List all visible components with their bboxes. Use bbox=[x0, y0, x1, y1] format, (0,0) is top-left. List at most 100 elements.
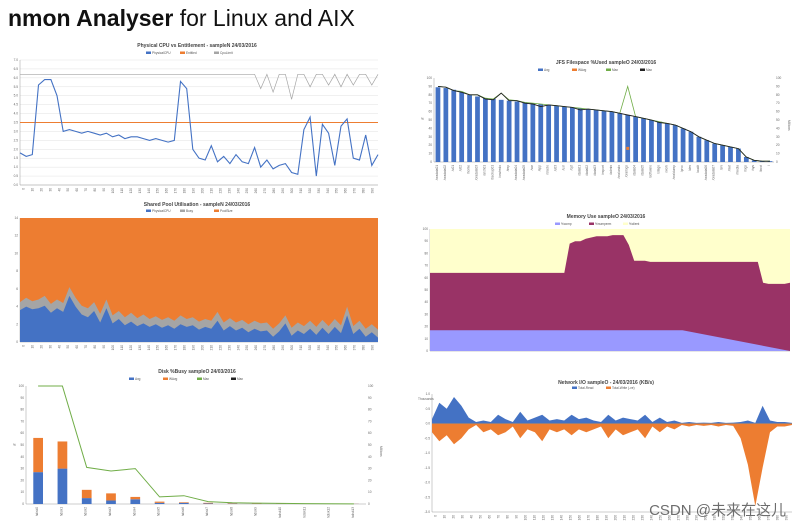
cpu-chart-panel: Physical CPU vs Entitlement - sampleN 24… bbox=[8, 38, 386, 198]
jfs-bar bbox=[435, 87, 441, 162]
cpu-xtick-label: 130 bbox=[138, 188, 142, 194]
jfs-xtick-label: /data04 bbox=[633, 165, 637, 176]
cpu-ytick-label: 5.0 bbox=[14, 94, 19, 98]
jfs-xtick-label: /oradata04 bbox=[514, 165, 518, 180]
pool-chart-title: Shared Pool Utilisation - sampleN 24/03/… bbox=[144, 202, 251, 208]
disk-bar-wavg bbox=[81, 489, 92, 499]
mem-ytick-label: 100 bbox=[423, 227, 429, 231]
mem-legend-label: %client bbox=[629, 222, 639, 226]
cpu-ytick-label: 7.0 bbox=[14, 58, 19, 62]
cpu-xtick-label: 250 bbox=[245, 188, 249, 194]
jfs-ytick2-label: 40 bbox=[776, 126, 780, 130]
cpu-series-physicalcpu-line bbox=[19, 79, 379, 177]
cpu-ytick-label: 1.5 bbox=[14, 156, 19, 160]
jfs-bar bbox=[625, 114, 631, 162]
disk-bar-avg bbox=[130, 499, 141, 504]
jfs-ytick-label: 10 bbox=[428, 152, 432, 156]
jfs-xtick-label: /data02 bbox=[585, 165, 589, 176]
jfs-xtick-label: /var bbox=[530, 164, 534, 170]
jfs-legend-label: Max bbox=[646, 68, 652, 72]
net-xtick-label: 160 bbox=[578, 515, 582, 521]
jfs-ytick2-label: 60 bbox=[776, 110, 780, 114]
jfs-legend-label: Max bbox=[612, 68, 618, 72]
jfs-xtick-label: /logs bbox=[743, 165, 747, 172]
pool-xtick-label: 160 bbox=[165, 345, 169, 351]
disk-xtick-label: hdisk10 bbox=[278, 507, 282, 518]
jfs-ytick2-label: 0 bbox=[776, 160, 778, 164]
cpu-xtick-label: 230 bbox=[227, 188, 231, 194]
jfs-bar bbox=[672, 125, 678, 162]
jfs-ylabel2: Millions bbox=[787, 120, 791, 131]
disk-legend-swatch bbox=[231, 377, 236, 380]
jfs-ytick-label: 40 bbox=[428, 126, 432, 130]
pool-xtick-label: 50 bbox=[66, 345, 70, 349]
disk-ytick2-label: 80 bbox=[368, 408, 372, 412]
disk-ylabel2: Millions bbox=[379, 446, 383, 457]
pool-xtick-label: 390 bbox=[371, 345, 375, 351]
net-ytick-label: 0.0 bbox=[426, 422, 431, 426]
pool-legend-swatch bbox=[146, 209, 151, 212]
net-ytick-label: -2.5 bbox=[425, 495, 431, 499]
disk-xtick-label: hdisk8 bbox=[229, 507, 233, 516]
jfs-bar bbox=[728, 146, 733, 162]
pool-ytick-label: 10 bbox=[14, 251, 18, 255]
pool-xtick-label: 330 bbox=[317, 345, 321, 351]
jfs-xtick-label: /ora/dump bbox=[672, 165, 676, 180]
pool-ytick-label: 12 bbox=[14, 234, 18, 238]
jfs-bar bbox=[593, 109, 599, 162]
pool-legend-label: PhysicalCPU bbox=[152, 209, 171, 213]
disk-legend-swatch bbox=[163, 377, 168, 380]
net-ylabel: Thousands bbox=[418, 397, 434, 401]
cpu-xtick-label: 290 bbox=[281, 188, 285, 194]
net-legend-label: Total-Write (-ve) bbox=[612, 386, 635, 390]
jfs-xtick-label: /work bbox=[664, 165, 668, 173]
cpu-ytick-label: 6.5 bbox=[14, 67, 19, 71]
pool-xtick-label: 350 bbox=[335, 345, 339, 351]
pool-xtick-label: 260 bbox=[254, 345, 258, 351]
jfs-legend-label: Avg bbox=[544, 68, 550, 72]
mem-legend-label: %numperm bbox=[595, 222, 612, 226]
cpu-xtick-label: 380 bbox=[362, 188, 366, 194]
jfs-xtick-label: /app bbox=[538, 165, 542, 171]
jfs-bar bbox=[609, 111, 615, 162]
disk-legend-label: Avg bbox=[135, 377, 141, 381]
pool-series-physicalcpu-area bbox=[20, 295, 378, 342]
net-xtick-label: 100 bbox=[524, 515, 528, 521]
jfs-xtick-label: /opt bbox=[569, 165, 573, 170]
cpu-xtick-label: 150 bbox=[156, 188, 160, 194]
cpu-xtick-label: 10 bbox=[30, 188, 34, 192]
pool-ytick-label: 4 bbox=[16, 305, 18, 309]
cpu-chart: Physical CPU vs Entitlement - sampleN 24… bbox=[14, 43, 379, 194]
cpu-legend-label: PhysicalCPU bbox=[152, 51, 171, 55]
jfs-ytick2-label: 20 bbox=[776, 143, 780, 147]
disk-ytick-label: 30 bbox=[20, 467, 24, 471]
net-xtick-label: 80 bbox=[506, 515, 510, 519]
jfs-xtick-label: /dev bbox=[688, 165, 692, 171]
pool-legend-swatch bbox=[214, 209, 219, 212]
jfs-bar bbox=[451, 89, 457, 162]
net-xtick-label: 280 bbox=[686, 515, 690, 521]
mem-legend-swatch bbox=[555, 222, 560, 225]
pool-xtick-label: 60 bbox=[75, 345, 79, 349]
jfs-ytick-label: 100 bbox=[427, 76, 433, 80]
mem-ytick-label: 90 bbox=[424, 239, 428, 243]
disk-bar-wavg bbox=[154, 501, 165, 503]
disk-chart-title: Disk %Busy sampleO 24/03/2016 bbox=[158, 369, 236, 375]
cpu-ytick-label: 0.5 bbox=[14, 174, 19, 178]
disk-ytick2-label: 50 bbox=[368, 443, 372, 447]
jfs-bar bbox=[601, 110, 607, 162]
mem-legend-label: %comp bbox=[561, 222, 572, 226]
jfs-xtick-label: /tmp bbox=[506, 165, 510, 171]
cpu-xtick-label: 80 bbox=[93, 188, 97, 192]
pool-xtick-label: 300 bbox=[290, 345, 294, 351]
jfs-xtick-label: /u02 bbox=[459, 165, 463, 171]
net-xtick-label: 290 bbox=[695, 515, 699, 521]
net-xtick-label: 150 bbox=[569, 515, 573, 521]
disk-xtick-label: hdisk4 bbox=[132, 507, 136, 516]
disk-ytick2-label: 20 bbox=[368, 478, 372, 482]
jfs-bar bbox=[475, 96, 480, 162]
jfs-ytick2-label: 100 bbox=[776, 76, 782, 80]
cpu-xtick-label: 190 bbox=[192, 188, 196, 194]
mem-legend-swatch bbox=[623, 222, 628, 225]
jfs-bar bbox=[641, 118, 646, 162]
